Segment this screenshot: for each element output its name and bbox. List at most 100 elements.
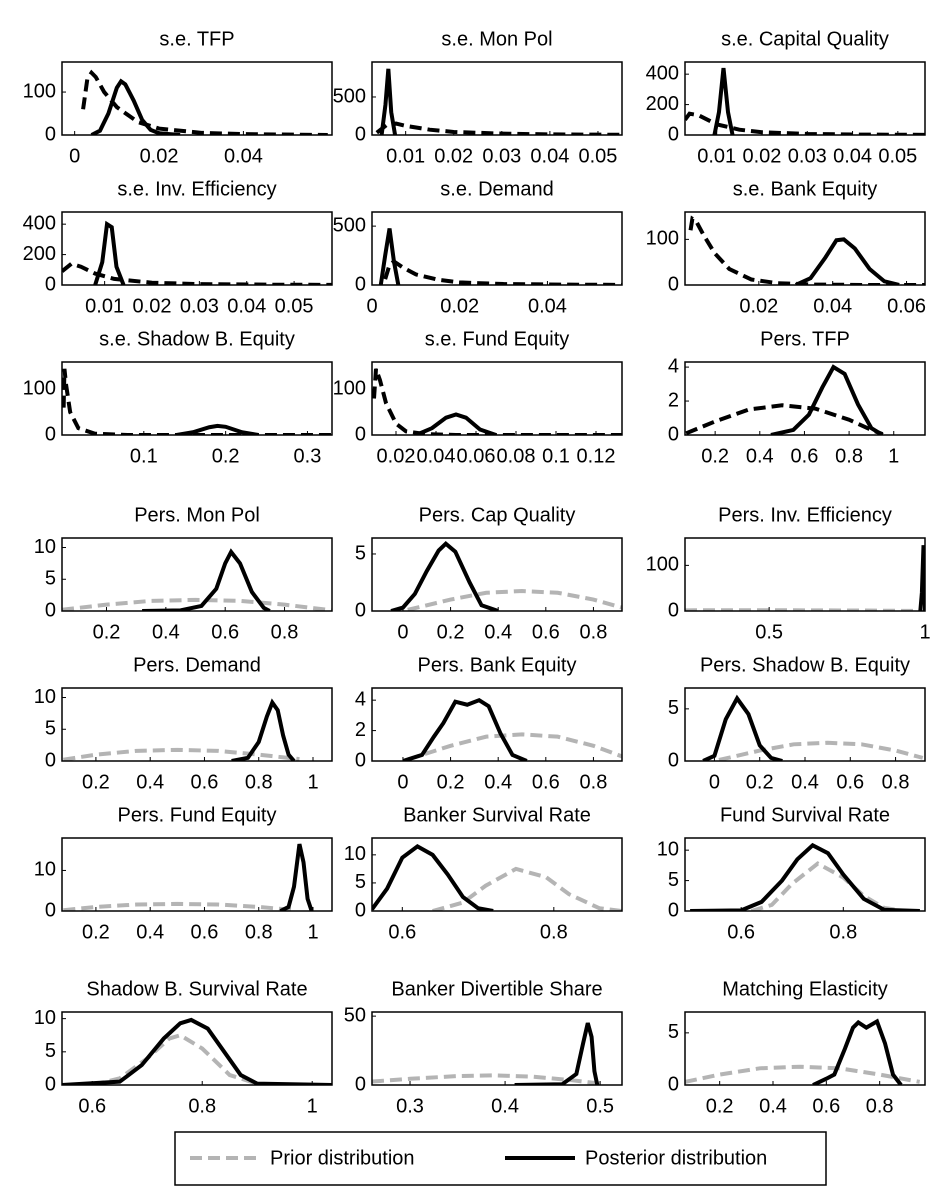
panel-title: Pers. Bank Equity <box>418 654 577 676</box>
prior-line <box>91 1033 258 1085</box>
panel-title: s.e. Mon Pol <box>441 28 552 50</box>
x-tick-label: 0.5 <box>755 621 783 643</box>
x-tick-label: 0.4 <box>791 771 819 793</box>
posterior-line <box>176 423 259 435</box>
y-tick-label: 0 <box>668 599 679 621</box>
x-tick-label: 1 <box>307 771 318 793</box>
panel-title: Banker Divertible Share <box>391 978 602 1000</box>
x-tick-label: 0.6 <box>532 621 560 643</box>
x-tick-label: 0 <box>366 295 377 317</box>
x-tick-label: 0.04 <box>227 295 266 317</box>
x-tick-label: 0.04 <box>530 145 569 167</box>
x-tick-label: 0.05 <box>878 145 917 167</box>
x-tick-label: 0.3 <box>294 445 322 467</box>
panel-title: Pers. Cap Quality <box>419 504 576 526</box>
prior-line <box>62 597 332 611</box>
y-tick-label: 500 <box>333 214 366 236</box>
x-tick-label: 0.02 <box>133 295 172 317</box>
legend-label: Posterior distribution <box>585 1147 767 1169</box>
y-tick-label: 5 <box>668 869 679 891</box>
plot-frame <box>684 211 926 286</box>
x-tick-label: 0.05 <box>275 295 314 317</box>
posterior-line <box>378 228 401 285</box>
panel-title: Banker Survival Rate <box>403 804 591 826</box>
prior-line <box>407 589 622 611</box>
panel-title: s.e. Fund Equity <box>425 328 570 350</box>
panel-title: Pers. Demand <box>133 654 261 676</box>
y-tick-label: 0 <box>45 1073 56 1095</box>
y-tick-label: 200 <box>646 93 679 115</box>
y-tick-label: 4 <box>355 688 366 710</box>
x-tick-label: 0.6 <box>211 621 239 643</box>
x-tick-label: 0.6 <box>727 921 755 943</box>
prior-line <box>62 368 332 435</box>
y-tick-label: 0 <box>668 273 679 295</box>
x-tick-label: 0.2 <box>437 621 465 643</box>
x-tick-label: 0.03 <box>180 295 219 317</box>
posterior-line <box>390 541 499 611</box>
panel-title: s.e. Demand <box>440 178 553 200</box>
x-tick-label: 0.8 <box>540 921 568 943</box>
y-tick-label: 10 <box>34 686 56 708</box>
plot-frame <box>684 837 926 912</box>
y-tick-label: 5 <box>45 1040 56 1062</box>
posterior-line <box>812 1018 903 1085</box>
y-tick-label: 0 <box>355 423 366 445</box>
posterior-line <box>402 697 528 761</box>
y-tick-label: 10 <box>344 843 366 865</box>
panel-title: s.e. Shadow B. Equity <box>99 328 295 350</box>
prior-line <box>372 368 622 435</box>
plot-frame <box>61 211 333 286</box>
x-tick-label: 0.8 <box>245 771 273 793</box>
x-tick-label: 0 <box>69 145 80 167</box>
plot-frame <box>684 61 926 136</box>
x-tick-label: 0.01 <box>85 295 124 317</box>
x-tick-label: 0.2 <box>82 921 110 943</box>
x-tick-label: 0.02 <box>377 445 416 467</box>
prior-line <box>688 215 925 285</box>
plot-frame <box>61 537 333 612</box>
panel-title: s.e. Capital Quality <box>721 28 889 50</box>
panel-title: Pers. Shadow B. Equity <box>700 654 910 676</box>
y-tick-label: 0 <box>355 123 366 145</box>
x-tick-label: 0.6 <box>191 921 219 943</box>
plot-frame <box>61 361 333 436</box>
y-tick-label: 2 <box>355 719 366 741</box>
x-tick-label: 0.2 <box>93 621 121 643</box>
x-tick-label: 0.4 <box>746 445 774 467</box>
x-tick-label: 0.4 <box>152 621 180 643</box>
x-tick-label: 0.04 <box>528 295 567 317</box>
panel-title: Matching Elasticity <box>722 978 888 1000</box>
x-tick-label: 0.4 <box>484 621 512 643</box>
x-tick-label: 0.03 <box>482 145 521 167</box>
x-tick-label: 0.6 <box>836 771 864 793</box>
y-tick-label: 200 <box>23 243 56 265</box>
y-tick-label: 10 <box>34 536 56 558</box>
plot-frame <box>371 61 623 136</box>
y-tick-label: 5 <box>45 568 56 590</box>
prior-line <box>372 1073 601 1085</box>
posterior-line <box>712 67 735 135</box>
y-tick-label: 0 <box>355 273 366 295</box>
prior-line <box>685 403 884 435</box>
y-tick-label: 0 <box>355 899 366 921</box>
plot-frame <box>371 361 623 436</box>
x-tick-label: 0.6 <box>388 921 416 943</box>
plot-frame <box>61 61 333 136</box>
x-tick-label: 0.8 <box>882 771 910 793</box>
y-tick-label: 5 <box>668 1021 679 1043</box>
x-tick-label: 0.3 <box>396 1095 424 1117</box>
panel-title: Shadow B. Survival Rate <box>86 978 307 1000</box>
y-tick-label: 5 <box>355 871 366 893</box>
prior-line <box>407 732 622 761</box>
y-tick-label: 100 <box>333 378 366 400</box>
y-tick-label: 0 <box>668 899 679 921</box>
prior-line <box>81 69 328 135</box>
y-tick-label: 100 <box>646 554 679 576</box>
x-tick-label: 0.04 <box>813 295 852 317</box>
plot-frame <box>61 687 333 762</box>
x-tick-label: 0.1 <box>542 445 570 467</box>
y-tick-label: 5 <box>668 697 679 719</box>
plot-frame <box>371 1011 623 1086</box>
